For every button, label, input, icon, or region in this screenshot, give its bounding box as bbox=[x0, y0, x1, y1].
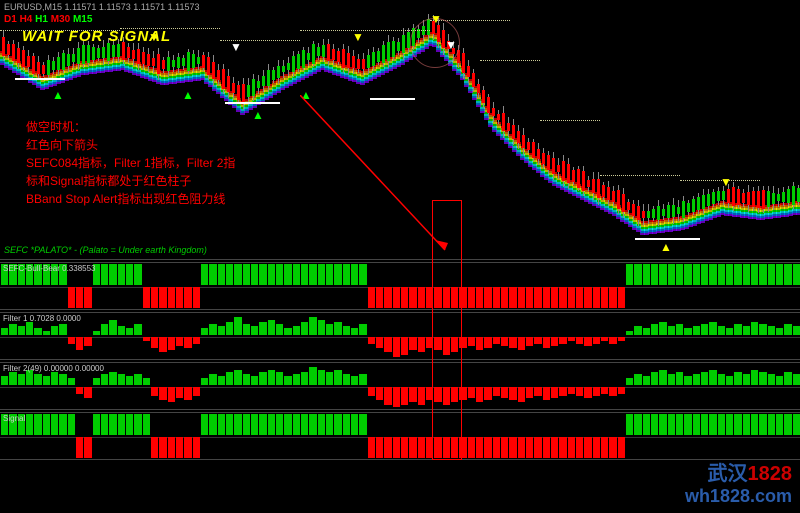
annotation-box: 做空时机： 红色向下箭头 SEFC084指标，Filter 1指标，Filter… bbox=[26, 118, 235, 208]
chart-header: EURUSD,M15 1.11571 1.11573 1.11571 1.115… bbox=[4, 2, 199, 12]
up-arrow-green-icon: ▲ bbox=[252, 108, 264, 122]
filter2-indicator[interactable]: Filter 2(49) 0.00000 0.00000 bbox=[0, 362, 800, 410]
down-arrow-yellow-icon: ▼ bbox=[720, 175, 732, 189]
up-arrow-green-icon: ▲ bbox=[52, 88, 64, 102]
signal-label: Signal bbox=[3, 414, 25, 423]
annotation-arrow-icon bbox=[300, 95, 470, 275]
down-arrow-yellow-icon: ▼ bbox=[430, 12, 442, 26]
down-arrow-white-icon: ▼ bbox=[230, 40, 242, 54]
filter1-indicator[interactable]: Filter 1 0.7028 0.0000 bbox=[0, 312, 800, 360]
wait-signal-text: WAIT FOR SIGNAL bbox=[22, 28, 171, 45]
down-arrow-white-icon: ▼ bbox=[445, 38, 457, 52]
up-arrow-green-icon: ▲ bbox=[182, 88, 194, 102]
up-arrow-yellow-icon: ▲ bbox=[660, 240, 672, 254]
sefc-label: SEFC-Bull-Bear 0.338553 bbox=[3, 264, 96, 273]
watermark: 武汉1828 wh1828.com bbox=[685, 457, 792, 507]
filter1-label: Filter 1 0.7028 0.0000 bbox=[3, 314, 81, 323]
filter2-label: Filter 2(49) 0.00000 0.00000 bbox=[3, 364, 104, 373]
down-arrow-yellow-icon: ▼ bbox=[352, 30, 364, 44]
palato-label: SEFC *PALATO* - (Palato = Under earth Ki… bbox=[4, 245, 207, 255]
signal-indicator[interactable]: Signal bbox=[0, 412, 800, 460]
timeframe-labels: D1 H4 H1 M30 M15 bbox=[4, 14, 92, 25]
